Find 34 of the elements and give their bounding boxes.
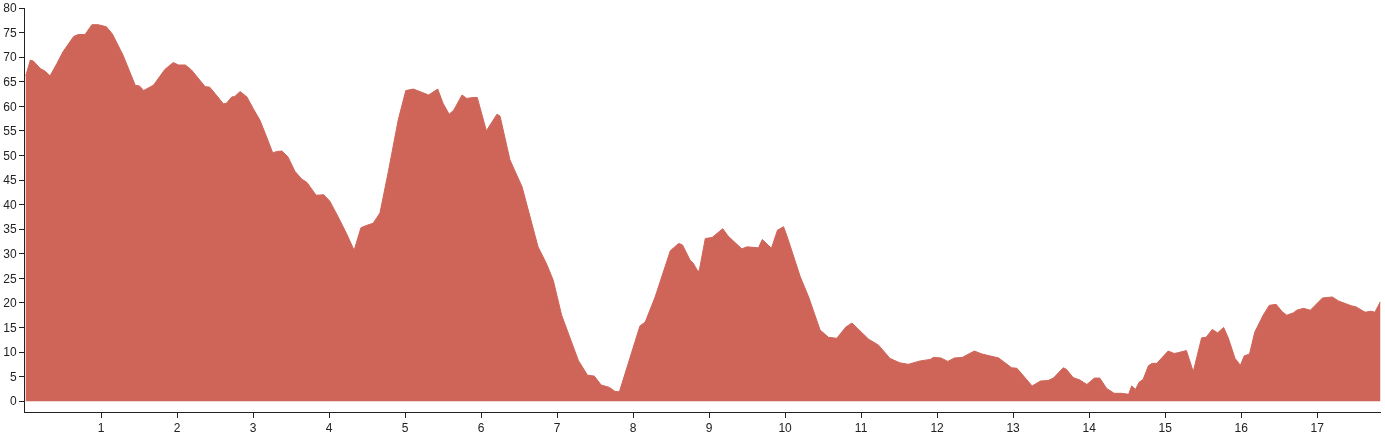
x-tick-label: 11 (854, 421, 868, 436)
y-tick-label: 40 (3, 197, 17, 212)
y-tick-label: 65 (3, 74, 17, 89)
y-tick-label: 10 (3, 345, 17, 360)
x-tick-label: 9 (705, 421, 713, 436)
y-tick-label: 25 (3, 271, 17, 286)
x-tick-label: 1 (97, 421, 105, 436)
x-tick-label: 14 (1082, 421, 1097, 436)
x-tick-label: 10 (778, 421, 793, 436)
y-tick-label: 55 (3, 124, 17, 139)
y-tick-label: 30 (3, 246, 17, 261)
x-tick-label: 12 (930, 421, 945, 436)
y-tick-label: 80 (3, 1, 17, 16)
x-tick-label: 5 (401, 421, 409, 436)
y-tick-label: 35 (3, 222, 17, 237)
y-tick-label: 20 (3, 296, 17, 311)
x-tick-label: 13 (1006, 421, 1021, 436)
x-tick-label: 6 (477, 421, 485, 436)
y-tick-label: 50 (3, 148, 17, 163)
y-tick-label: 5 (9, 369, 17, 384)
x-tick-label: 15 (1158, 421, 1173, 436)
y-tick-label: 70 (3, 50, 17, 65)
x-tick-label: 7 (553, 421, 561, 436)
y-tick-label: 75 (3, 25, 17, 40)
y-tick-label: 0 (9, 394, 17, 409)
x-tick-label: 8 (629, 421, 637, 436)
x-tick-label: 3 (249, 421, 257, 436)
y-tick-label: 15 (3, 320, 17, 335)
x-tick-label: 17 (1310, 421, 1325, 436)
x-tick-label: 2 (173, 421, 181, 436)
y-tick-label: 45 (3, 173, 17, 188)
y-tick-label: 60 (3, 99, 17, 114)
x-tick-label: 16 (1234, 421, 1249, 436)
x-tick-label: 4 (325, 421, 333, 436)
